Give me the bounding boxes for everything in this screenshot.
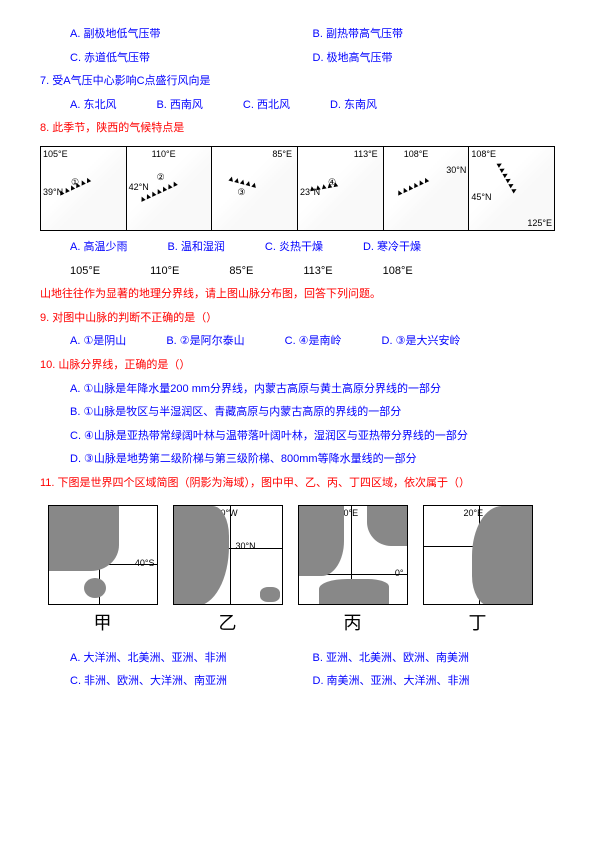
q7-stem: 7. 受A气压中心影响C点盛行风向是 [40, 73, 555, 91]
m3-lat: 0° [395, 568, 404, 578]
q11-option-c: C. 非洲、欧洲、大洋洲、南亚洲 [70, 673, 313, 691]
map-panel-4: 20°E 20°S 丁 [423, 505, 533, 635]
meridian-line [230, 506, 231, 604]
m4-name: 丁 [423, 609, 533, 635]
q9-options: A. ①是阴山 B. ②是阿尔泰山 C. ④是南岭 D. ③是大兴安岭 [40, 333, 555, 351]
coord-3: 85°E [229, 263, 253, 281]
land-shape [367, 506, 407, 546]
coord-4: 113°E [303, 263, 332, 281]
q7-option-b: B. 西南风 [156, 97, 202, 115]
mountain-icon: ▲▲▲▲▲▲ [393, 175, 429, 198]
panel-3: 85°E ③ ▲▲▲▲▲ [212, 147, 298, 230]
island-shape [84, 578, 106, 598]
map-panel-2: 80°W 30°N 乙 [173, 505, 283, 635]
q6-options-row1: A. 副极地低气压带 B. 副热带高气压带 [40, 26, 555, 44]
q10-option-d: D. ③山脉是地势第二级阶梯与第三级阶梯、800mm等降水量线的一部分 [40, 451, 555, 469]
m1-name: 甲 [48, 609, 158, 635]
q10-option-c: C. ④山脉是亚热带常绿阔叶林与温带落叶阔叶林，湿润区与亚热带分界线的一部分 [40, 428, 555, 446]
q11-options-row1: A. 大洋洲、北美洲、亚洲、非洲 B. 亚洲、北美洲、欧洲、南美洲 [40, 650, 555, 668]
q9-option-c: C. ④是南岭 [285, 333, 342, 351]
p4-lon: 113°E [354, 149, 378, 159]
p1-lon: 105°E [43, 149, 68, 159]
land-shape [319, 579, 389, 604]
q7-option-a: A. 东北风 [70, 97, 116, 115]
m2-lat: 30°N [236, 541, 256, 551]
p2-lon: 110°E [152, 149, 176, 159]
q8-option-c: C. 炎热干燥 [265, 239, 323, 257]
q6-options-row2: C. 赤道低气压带 D. 极地高气压带 [40, 50, 555, 68]
q8-stem: 8. 此季节，陕西的气候特点是 [40, 120, 555, 138]
passage-text: 山地往往作为显著的地理分界线，请上图山脉分布图，回答下列问题。 [40, 286, 555, 304]
m4-lon: 20°E [464, 508, 484, 518]
map-panel-3: 100°E 0° 丙 [298, 505, 408, 635]
q11-option-b: B. 亚洲、北美洲、欧洲、南美洲 [313, 650, 556, 668]
q9-option-b: B. ②是阿尔泰山 [166, 333, 244, 351]
coord-5: 108°E [383, 263, 413, 281]
mountain-icon: ▲▲▲▲▲▲ [494, 159, 520, 194]
figure-mountain-maps: 105°E 39°N ① ▲▲▲▲▲▲ 110°E 42°N ② ▲▲▲▲▲▲▲… [40, 146, 555, 231]
q11-option-d: D. 南美洲、亚洲、大洋洲、非洲 [313, 673, 556, 691]
p3-lon: 85°E [272, 149, 292, 159]
q9-option-d: D. ③是大兴安岭 [382, 333, 461, 351]
land-shape [174, 506, 229, 605]
coord-1: 105°E [70, 263, 100, 281]
q10-stem: 10. 山脉分界线，正确的是（） [40, 357, 555, 375]
q6-option-a: A. 副极地低气压带 [70, 26, 313, 44]
p3-num: ③ [237, 187, 245, 198]
q6-option-c: C. 赤道低气压带 [70, 50, 313, 68]
panel-4: 113°E 23°N ④ ▲▲▲▲▲ [298, 147, 384, 230]
coord-2: 110°E [150, 263, 179, 281]
figure-world-regions: 150°E 40°S 甲 80°W 30°N 乙 100°E 0° [40, 505, 540, 635]
panel-6: 108°E 45°N 125°E ▲▲▲▲▲▲ [469, 147, 554, 230]
q9-stem: 9. 对图中山脉的判断不正确的是（） [40, 310, 555, 328]
q10-option-b: B. ①山脉是牧区与半湿润区、青藏高原与内蒙古高原的界线的一部分 [40, 404, 555, 422]
q7-options: A. 东北风 B. 西南风 C. 西北风 D. 东南风 [40, 97, 555, 115]
m3-name: 丙 [298, 609, 408, 635]
land-shape [260, 587, 280, 602]
q11-options-row2: C. 非洲、欧洲、大洋洲、南亚洲 D. 南美洲、亚洲、大洋洲、非洲 [40, 673, 555, 691]
p6-lat: 45°N [471, 192, 491, 202]
q8-options: A. 高温少雨 B. 温和湿润 C. 炎热干燥 D. 寒冷干燥 [40, 239, 555, 257]
q9-option-a: A. ①是阴山 [70, 333, 126, 351]
panel-2: 110°E 42°N ② ▲▲▲▲▲▲▲ [127, 147, 213, 230]
land-shape [49, 506, 119, 571]
p5-lon: 108°E [404, 149, 429, 159]
m2-name: 乙 [173, 609, 283, 635]
p5-lat: 30°N [446, 165, 466, 175]
q7-option-c: C. 西北风 [243, 97, 290, 115]
p2-lat: 42°N [129, 182, 149, 192]
q8-option-a: A. 高温少雨 [70, 239, 127, 257]
q8-option-d: D. 寒冷干燥 [363, 239, 421, 257]
panel-5: 108°E 30°N ▲▲▲▲▲▲ [384, 147, 470, 230]
q11-option-a: A. 大洋洲、北美洲、亚洲、非洲 [70, 650, 313, 668]
q6-option-d: D. 极地高气压带 [313, 50, 556, 68]
map-panel-1: 150°E 40°S 甲 [48, 505, 158, 635]
land-shape [299, 506, 344, 576]
p6-lon: 108°E [471, 149, 496, 159]
q7-option-d: D. 东南风 [330, 97, 377, 115]
m1-lat: 40°S [135, 558, 155, 568]
coord-row: 105°E 110°E 85°E 113°E 108°E [40, 263, 555, 281]
p6-lon2: 125°E [527, 218, 552, 228]
p2-num: ② [157, 172, 165, 183]
mountain-icon: ▲▲▲▲▲ [307, 179, 338, 193]
q6-option-b: B. 副热带高气压带 [313, 26, 556, 44]
q8-option-b: B. 温和湿润 [167, 239, 224, 257]
land-shape [472, 506, 532, 605]
q11-stem: 11. 下图是世界四个区域简图（阴影为海域），图中甲、乙、丙、丁四区域，依次属于… [40, 475, 555, 493]
panel-1: 105°E 39°N ① ▲▲▲▲▲▲ [41, 147, 127, 230]
q10-option-a: A. ①山脉是年降水量200 mm分界线，内蒙古高原与黄土高原分界线的一部分 [40, 381, 555, 399]
